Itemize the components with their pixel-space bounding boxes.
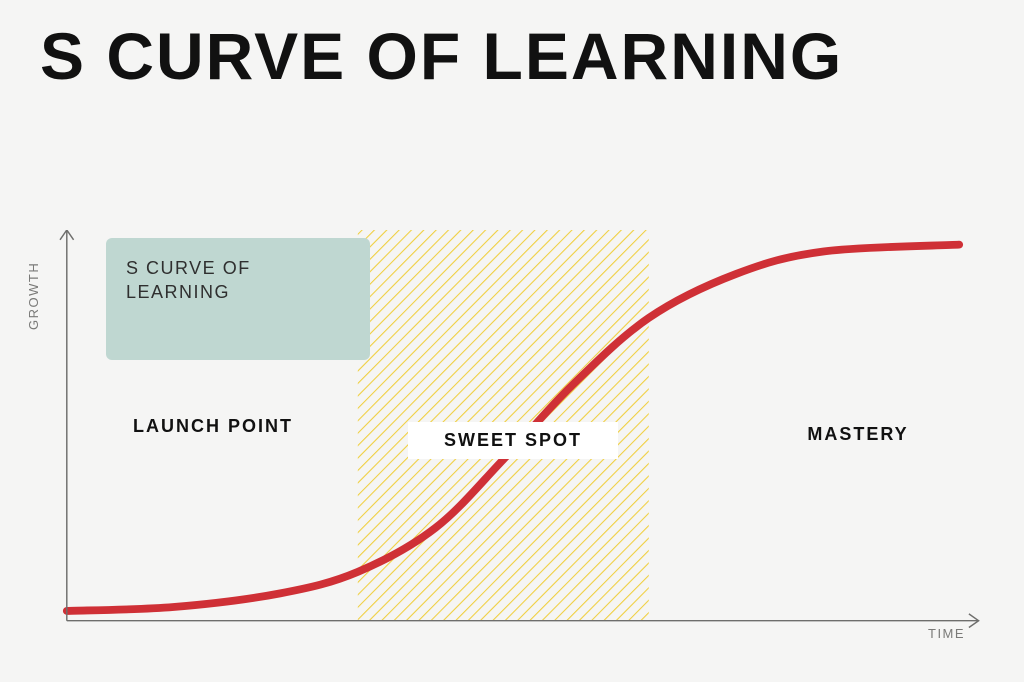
y-axis-label: GROWTH (26, 262, 41, 330)
s-curve-chart: S CURVE OF LEARNING LAUNCH POINT SWEET S… (28, 230, 998, 650)
region-label-launch: LAUNCH POINT (123, 416, 303, 437)
region-label-sweet-spot: SWEET SPOT (408, 422, 618, 459)
region-label-mastery: MASTERY (778, 424, 938, 445)
page: S CURVE OF LEARNING S CURV (0, 0, 1024, 682)
x-axis-label: TIME (928, 626, 965, 641)
page-title: S CURVE OF LEARNING (40, 18, 843, 94)
curve-annotation-box: S CURVE OF LEARNING (106, 238, 370, 360)
